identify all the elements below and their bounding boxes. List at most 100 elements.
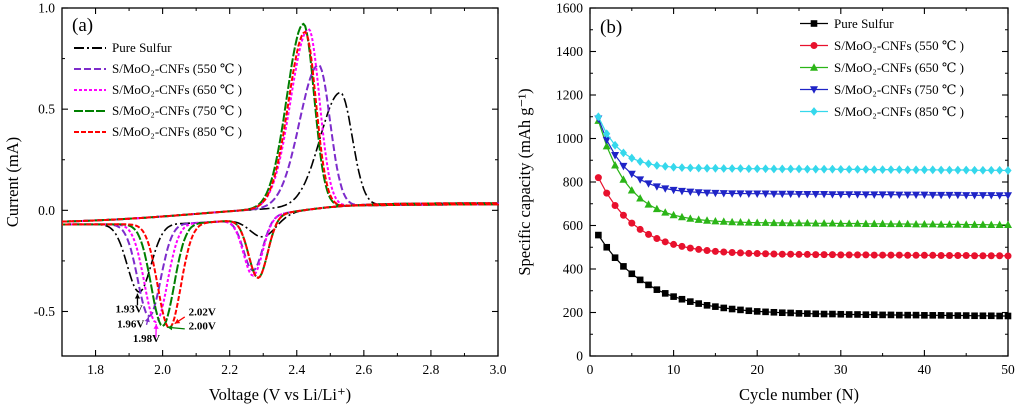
marker-s-moo-cnfs-850 bbox=[970, 165, 979, 175]
marker-s-moo-cnfs-750 bbox=[861, 191, 870, 199]
marker-s-moo-cnfs-550 bbox=[987, 252, 995, 260]
marker-pure-sulfur bbox=[712, 303, 719, 310]
marker-s-moo-cnfs-750 bbox=[619, 162, 628, 171]
marker-s-moo-cnfs-850 bbox=[904, 165, 912, 175]
marker-s-moo-cnfs-750 bbox=[795, 190, 803, 199]
marker-s-moo-cnfs-750 bbox=[669, 186, 678, 195]
marker-s-moo-cnfs-650 bbox=[728, 217, 737, 226]
marker-s-moo-cnfs-750 bbox=[744, 190, 753, 198]
annotation-2-00V: 2.00V bbox=[189, 321, 216, 333]
marker-pure-sulfur bbox=[812, 310, 820, 318]
y-tick-label: 200 bbox=[563, 305, 584, 320]
marker-pure-sulfur bbox=[687, 298, 694, 305]
marker-s-moo-cnfs-750 bbox=[636, 176, 645, 184]
marker-pure-sulfur bbox=[728, 305, 736, 313]
marker-pure-sulfur bbox=[787, 309, 794, 317]
marker-s-moo-cnfs-750 bbox=[627, 170, 636, 179]
legend-label-pure-sulfur: Pure Sulfur bbox=[112, 40, 172, 55]
x-tick-label: 3.0 bbox=[490, 362, 507, 377]
marker-s-moo-cnfs-750 bbox=[903, 191, 912, 200]
marker-s-moo-cnfs-750 bbox=[661, 185, 670, 193]
marker-s-moo-cnfs-750 bbox=[853, 191, 862, 199]
legend-label-s-moo-cnfs-650: S/MoO₂-CNFs (650 ℃ ) bbox=[834, 60, 964, 75]
marker-s-moo-cnfs-850 bbox=[670, 162, 678, 172]
marker-s-moo-cnfs-750 bbox=[719, 190, 728, 198]
series-line-s-moo-cnfs-850 bbox=[597, 116, 1009, 172]
marker-s-moo-cnfs-850 bbox=[837, 164, 845, 174]
marker-s-moo-cnfs-750 bbox=[703, 189, 712, 198]
marker-s-moo-cnfs-750 bbox=[769, 190, 778, 199]
series-line-pure-sulfur bbox=[597, 234, 1008, 317]
marker-s-moo-cnfs-850 bbox=[987, 165, 995, 175]
marker-s-moo-cnfs-750 bbox=[937, 191, 946, 200]
y-tick-label: 0.0 bbox=[38, 203, 55, 218]
marker-pure-sulfur bbox=[595, 231, 602, 239]
y-tick-label: 400 bbox=[563, 262, 584, 277]
x-tick-label: 2.4 bbox=[288, 362, 305, 377]
marker-pure-sulfur bbox=[678, 295, 686, 303]
y-tick-label: 1600 bbox=[556, 1, 583, 16]
x-tick-label: 2.2 bbox=[221, 362, 238, 377]
marker-s-moo-cnfs-850 bbox=[812, 164, 820, 174]
marker-s-moo-cnfs-750 bbox=[828, 191, 837, 199]
marker-s-moo-cnfs-550 bbox=[971, 252, 979, 260]
y-tick-label: 1.0 bbox=[38, 1, 55, 16]
marker-s-moo-cnfs-850 bbox=[887, 165, 895, 175]
marker-pure-sulfur bbox=[720, 304, 728, 312]
marker-s-moo-cnfs-850 bbox=[853, 164, 862, 174]
cycling-chart-panel-b: 0 10 20 30 40 50 0 200 400 600 800 1000 1200 1400 1600… bbox=[515, 1, 1015, 405]
marker-s-moo-cnfs-650 bbox=[719, 217, 728, 225]
legend-label-s-moo-cnfs-750: S/MoO₂-CNFs (750 ℃ ) bbox=[834, 82, 964, 97]
marker-s-moo-cnfs-650 bbox=[845, 219, 854, 227]
marker-s-moo-cnfs-550 bbox=[962, 252, 970, 260]
marker-s-moo-cnfs-750 bbox=[736, 190, 745, 198]
marker-s-moo-cnfs-650 bbox=[953, 220, 962, 228]
marker-s-moo-cnfs-650 bbox=[744, 218, 753, 226]
marker-pure-sulfur bbox=[603, 243, 611, 251]
panel-label-a: (a) bbox=[72, 15, 93, 36]
marker-s-moo-cnfs-850 bbox=[695, 163, 703, 173]
marker-pure-sulfur bbox=[837, 310, 845, 318]
marker-pure-sulfur bbox=[879, 311, 886, 319]
marker-s-moo-cnfs-850 bbox=[795, 164, 803, 174]
x-tick-label: 50 bbox=[1001, 362, 1015, 377]
marker-s-moo-cnfs-650 bbox=[912, 219, 921, 228]
marker-s-moo-cnfs-550 bbox=[812, 251, 820, 259]
marker-s-moo-cnfs-550 bbox=[686, 244, 694, 252]
legend-label-s-moo-cnfs-550: S/MoO₂-CNFs (550 ℃ ) bbox=[834, 38, 964, 53]
y-tick-label: 600 bbox=[563, 218, 584, 233]
marker-pure-sulfur bbox=[695, 300, 702, 307]
marker-s-moo-cnfs-650 bbox=[703, 216, 712, 224]
marker-s-moo-cnfs-750 bbox=[987, 192, 996, 200]
marker-s-moo-cnfs-550 bbox=[912, 251, 920, 259]
marker-s-moo-cnfs-650 bbox=[677, 212, 686, 221]
marker-s-moo-cnfs-850 bbox=[745, 164, 753, 174]
marker-s-moo-cnfs-850 bbox=[870, 165, 878, 175]
marker-s-moo-cnfs-550 bbox=[678, 242, 686, 250]
legend-marker-s-moo-cnfs-550 bbox=[810, 42, 818, 49]
marker-s-moo-cnfs-650 bbox=[778, 218, 787, 227]
marker-s-moo-cnfs-850 bbox=[661, 161, 669, 171]
y-tick-label: 0 bbox=[576, 349, 583, 364]
marker-pure-sulfur bbox=[636, 276, 644, 284]
marker-s-moo-cnfs-850 bbox=[686, 163, 694, 173]
marker-pure-sulfur bbox=[620, 263, 627, 270]
marker-s-moo-cnfs-850 bbox=[912, 165, 920, 175]
marker-s-moo-cnfs-850 bbox=[703, 163, 711, 173]
marker-s-moo-cnfs-850 bbox=[929, 165, 937, 175]
marker-s-moo-cnfs-850 bbox=[828, 164, 837, 174]
marker-s-moo-cnfs-750 bbox=[644, 180, 653, 188]
marker-s-moo-cnfs-650 bbox=[619, 175, 628, 183]
marker-pure-sulfur bbox=[845, 311, 853, 318]
x-tick-label: 2.0 bbox=[154, 362, 171, 377]
marker-s-moo-cnfs-650 bbox=[920, 219, 929, 228]
marker-s-moo-cnfs-550 bbox=[945, 252, 953, 260]
legend-label-pure-sulfur: Pure Sulfur bbox=[834, 16, 894, 31]
marker-s-moo-cnfs-850 bbox=[1004, 166, 1012, 175]
annotation-arrowhead bbox=[153, 324, 159, 329]
marker-pure-sulfur bbox=[762, 308, 769, 316]
marker-s-moo-cnfs-550 bbox=[837, 251, 845, 259]
y-tick-label: 1000 bbox=[556, 131, 583, 146]
marker-s-moo-cnfs-750 bbox=[728, 190, 737, 198]
marker-s-moo-cnfs-750 bbox=[970, 192, 979, 200]
